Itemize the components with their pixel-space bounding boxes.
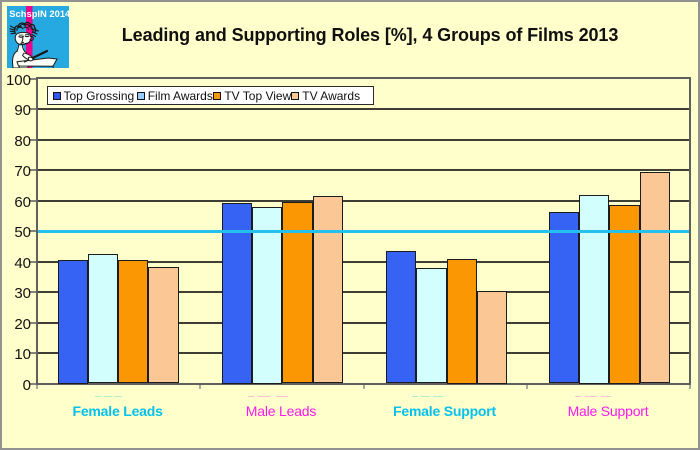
svg-text:SchspIN 2014: SchspIN 2014 <box>9 8 69 19</box>
